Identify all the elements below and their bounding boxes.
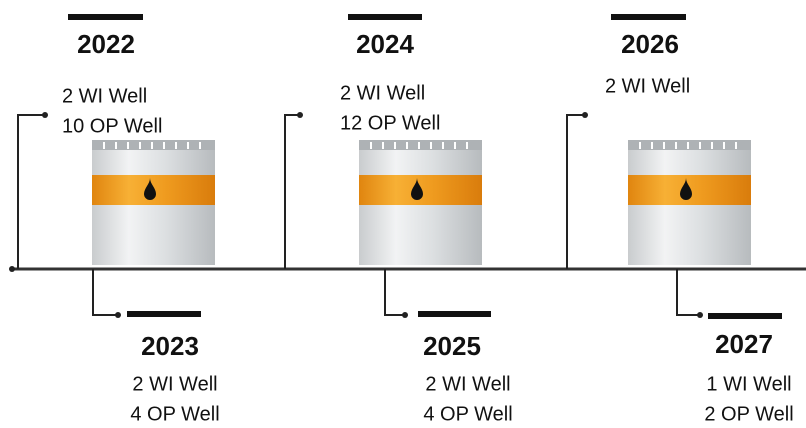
year-bar [418,311,491,317]
milestone-line: 12 OP Well [340,112,440,134]
axis-start [9,266,15,272]
year-label: 2025 [423,331,481,361]
connector-dot [297,112,303,118]
year-label: 2026 [621,29,679,59]
milestone-line: 10 OP Well [62,115,162,137]
year-label: 2027 [715,329,773,359]
connector-dot [582,112,588,118]
year-bar [348,14,422,20]
milestone-line: 4 OP Well [423,403,512,425]
year-bar [127,311,201,317]
year-label: 2022 [77,29,135,59]
connector [677,269,700,315]
connector [93,269,118,315]
year-bar [611,14,686,20]
milestone-line: 2 OP Well [704,403,793,425]
timeline: 2022 2 WI Well 10 OP Well 2023 2 WI Well… [0,0,806,428]
connector [285,115,300,269]
connector-dot [402,312,408,318]
milestone-line: 2 WI Well [425,373,510,395]
year-label: 2024 [356,29,414,59]
milestone-line: 2 WI Well [62,85,147,107]
year-label: 2023 [141,331,199,361]
milestone-line: 2 WI Well [340,82,425,104]
milestone-line: 2 WI Well [605,75,690,97]
milestone-line: 1 WI Well [706,373,791,395]
year-bar [708,313,782,319]
tank-icon [92,140,215,265]
year-bar [68,14,143,20]
connector-dot [42,112,48,118]
tank-icon [359,140,482,265]
milestone-line: 4 OP Well [130,403,219,425]
tank-icon [628,140,751,265]
connector [18,115,45,269]
connector [385,269,405,315]
connector-dot [115,312,121,318]
connector [567,115,585,269]
milestone-line: 2 WI Well [132,373,217,395]
connector-dot [697,312,703,318]
